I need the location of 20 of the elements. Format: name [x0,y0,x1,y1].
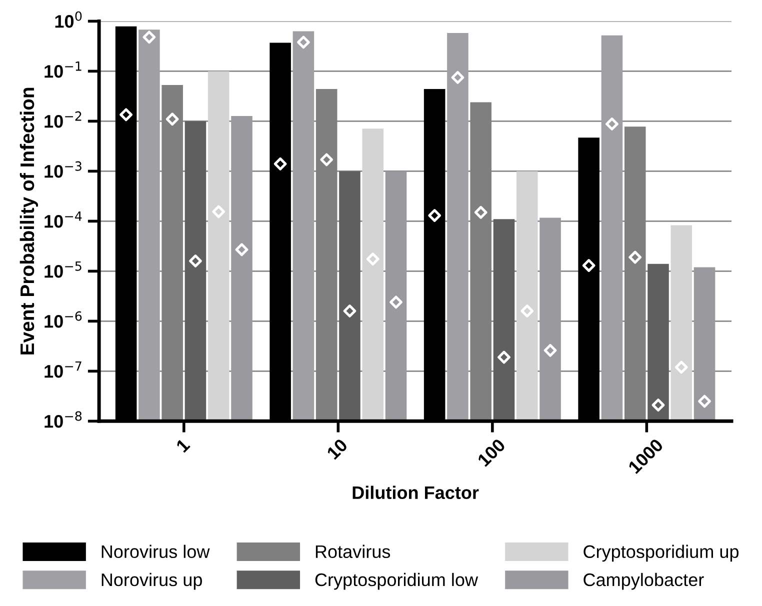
x-tick-label: 10 [326,438,348,460]
y-tick-label: 10$^{−4}$ [44,211,82,228]
legend-label: Norovirus up [102,572,202,590]
y-axis-title: Event Probability of Infection [20,88,38,354]
x-tick-label: 100 [476,438,506,468]
legend-label: Cryptosporidium up [584,544,739,562]
y-tick-label: 10$^{−6}$ [44,311,82,328]
legend-label: Rotavirus [316,544,390,558]
legend-label: Campylobacter [584,572,704,590]
legend-label: Norovirus low [102,544,210,558]
y-tick-label: 10$^{−3}$ [44,161,82,178]
y-tick-label: 10$^{−5}$ [44,261,82,278]
x-axis-title: Dilution Factor [352,486,479,500]
legend-label: Cryptosporidium low [315,572,478,590]
y-tick-label: 10$^{−2}$ [44,111,82,128]
y-tick-label: 10$^{−1}$ [44,61,82,78]
y-tick-label: 10$^{0}$ [55,11,82,28]
y-tick-label: 10$^{−7}$ [44,361,82,378]
x-tick-label: 1 [176,438,190,453]
y-tick-label: 10$^{−8}$ [44,411,82,428]
